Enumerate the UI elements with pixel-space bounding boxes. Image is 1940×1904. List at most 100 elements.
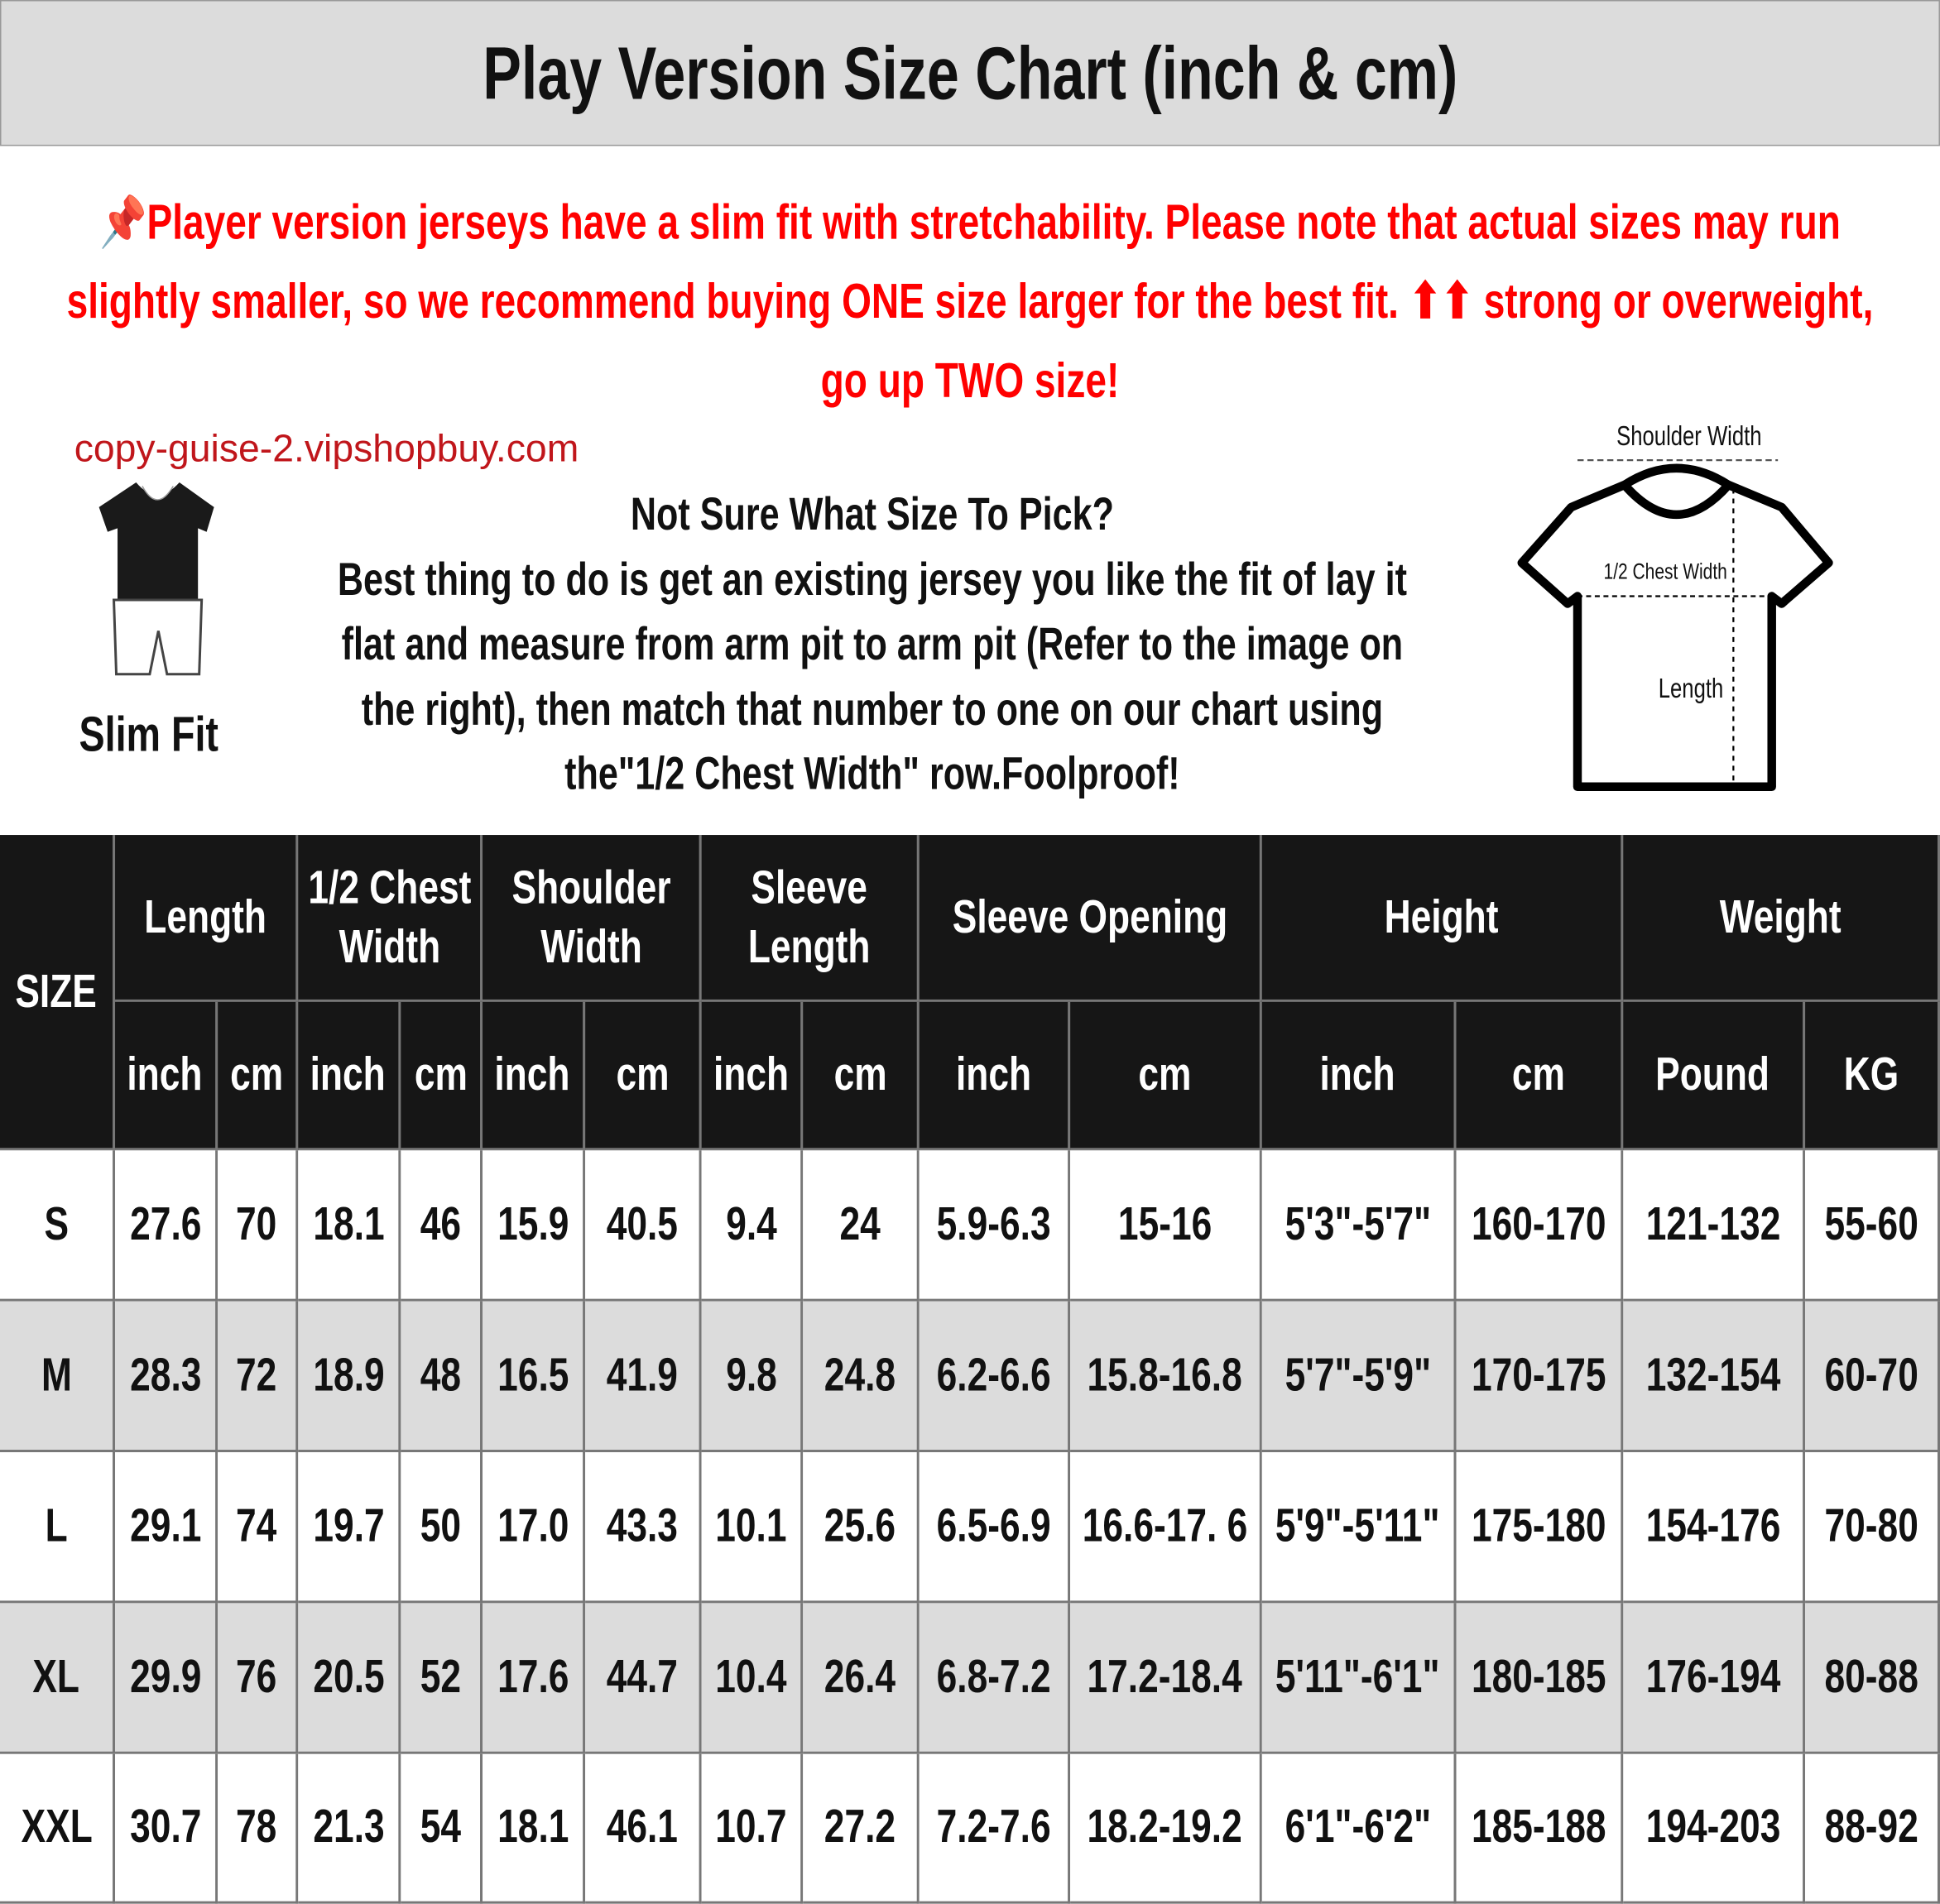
table-cell: 121-132: [1623, 1150, 1806, 1302]
unit-header: cm: [1456, 1001, 1624, 1151]
unit-header-text: cm: [230, 1048, 284, 1101]
column-group-header-text: Sleeve Opening: [952, 891, 1227, 943]
table-cell-text: 17.6: [497, 1650, 569, 1703]
table-cell: 26.4: [803, 1603, 920, 1754]
table-cell-text: 10.1: [715, 1499, 787, 1552]
table-cell-text: 5.9-6.3: [936, 1197, 1051, 1250]
column-group-header: Height: [1261, 835, 1624, 1002]
table-cell: 17.0: [483, 1452, 586, 1604]
column-group-header: Length: [115, 835, 299, 1002]
table-cell-text: 9.4: [725, 1197, 777, 1250]
table-cell-text: 55-60: [1824, 1197, 1918, 1250]
page-title: Play Version Size Chart (inch & cm): [0, 0, 1940, 146]
table-cell-text: 24: [839, 1197, 881, 1250]
table-cell-text: 176-194: [1645, 1650, 1781, 1703]
table-cell: 9.8: [701, 1301, 804, 1453]
unit-header-text: inch: [955, 1048, 1031, 1101]
table-cell: 78: [218, 1753, 299, 1904]
table-cell-text: 40.5: [606, 1197, 678, 1250]
table-cell-text: 16.6-17. 6: [1082, 1499, 1248, 1552]
table-cell-text: 26.4: [824, 1650, 896, 1703]
column-group-header-text: Shoulder Width: [511, 861, 670, 973]
table-cell-text: 18.1: [312, 1197, 384, 1250]
table-cell-text: 15.8-16.8: [1087, 1349, 1243, 1401]
table-cell-text: 17.0: [497, 1499, 569, 1552]
table-cell: 25.6: [803, 1452, 920, 1604]
unit-header: cm: [218, 1001, 299, 1151]
unit-header-text: cm: [414, 1048, 468, 1101]
table-cell: 170-175: [1456, 1301, 1624, 1453]
fit-notice: 📌Player version jerseys have a slim fit …: [66, 195, 1874, 409]
table-cell-text: 10.7: [715, 1801, 787, 1854]
table-cell: 30.7: [115, 1753, 218, 1904]
table-cell-text: 16.5: [497, 1349, 569, 1401]
table-cell: 27.6: [115, 1150, 218, 1302]
watermark: copy-guise-2.vipshopbuy.com: [74, 426, 579, 471]
table-cell-text: 5'9"-5'11": [1275, 1499, 1440, 1552]
table-cell-text: 78: [236, 1801, 277, 1854]
unit-header-text: inch: [713, 1048, 789, 1101]
unit-header: KG: [1805, 1001, 1940, 1151]
table-cell-text: 6.8-7.2: [936, 1650, 1051, 1703]
table-cell: 176-194: [1623, 1603, 1806, 1754]
table-cell: 6.8-7.2: [919, 1603, 1071, 1754]
table-cell: 88-92: [1805, 1753, 1940, 1904]
table-cell-text: 43.3: [606, 1499, 678, 1552]
table-cell-text: 24.8: [824, 1349, 896, 1401]
table-cell-text: 46.1: [606, 1801, 678, 1854]
table-cell-text: 5'3"-5'7": [1285, 1197, 1431, 1250]
table-cell: 24.8: [803, 1301, 920, 1453]
size-label-text: L: [45, 1499, 68, 1552]
column-group-header-text: Weight: [1719, 891, 1842, 943]
size-label: XL: [0, 1603, 116, 1754]
table-cell: 5.9-6.3: [919, 1150, 1071, 1302]
table-cell: 40.5: [585, 1150, 702, 1302]
table-cell-text: 29.9: [129, 1650, 201, 1703]
table-cell: 70-80: [1805, 1452, 1940, 1604]
table-cell: 41.9: [585, 1301, 702, 1453]
size-label-text: M: [41, 1349, 72, 1401]
table-cell-text: 70-80: [1824, 1499, 1918, 1552]
unit-header: Pound: [1623, 1001, 1806, 1151]
table-cell-text: 154-176: [1645, 1499, 1781, 1552]
unit-header: inch: [919, 1001, 1071, 1151]
slim-fit-label: Slim Fit: [79, 707, 218, 762]
table-cell: 20.5: [298, 1603, 401, 1754]
unit-header: inch: [1261, 1001, 1457, 1151]
table-cell: 55-60: [1805, 1150, 1940, 1302]
table-cell-text: 194-203: [1645, 1801, 1781, 1854]
table-cell-text: 6'1"-6'2": [1285, 1801, 1431, 1854]
unit-header-text: Pound: [1655, 1048, 1770, 1101]
table-cell: 70: [218, 1150, 299, 1302]
unit-header-text: cm: [1138, 1048, 1192, 1101]
table-cell-text: 74: [236, 1499, 277, 1552]
column-group-header-text: 1/2 Chest Width: [307, 861, 471, 973]
table-cell: 5'11"-6'1": [1261, 1603, 1457, 1754]
table-cell: 180-185: [1456, 1603, 1624, 1754]
table-cell-text: 21.3: [312, 1801, 384, 1854]
table-cell: 175-180: [1456, 1452, 1624, 1604]
table-cell: 132-154: [1623, 1301, 1806, 1453]
table-cell-text: 18.1: [497, 1801, 569, 1854]
table-cell: 17.6: [483, 1603, 586, 1754]
table-cell: 48: [401, 1301, 483, 1453]
column-group-header: Sleeve Length: [701, 835, 920, 1002]
table-cell: 160-170: [1456, 1150, 1624, 1302]
shoulder-width-label: Shoulder Width: [1616, 420, 1762, 452]
unit-header: cm: [803, 1001, 920, 1151]
column-group-header-text: Sleeve Length: [747, 861, 871, 973]
table-cell: 46.1: [585, 1753, 702, 1904]
table-cell-text: 5'7"-5'9": [1285, 1349, 1431, 1401]
table-cell-text: 28.3: [129, 1349, 201, 1401]
size-label-text: XXL: [20, 1801, 93, 1854]
table-cell: 17.2-18.4: [1070, 1603, 1262, 1754]
table-cell-text: 5'11"-6'1": [1275, 1650, 1440, 1703]
table-cell: 5'3"-5'7": [1261, 1150, 1457, 1302]
table-cell: 154-176: [1623, 1452, 1806, 1604]
table-cell-text: 54: [420, 1801, 461, 1854]
unit-header: inch: [483, 1001, 586, 1151]
table-cell-text: 10.4: [715, 1650, 787, 1703]
table-cell-text: 185-188: [1471, 1801, 1606, 1854]
unit-header-text: cm: [1511, 1048, 1565, 1101]
